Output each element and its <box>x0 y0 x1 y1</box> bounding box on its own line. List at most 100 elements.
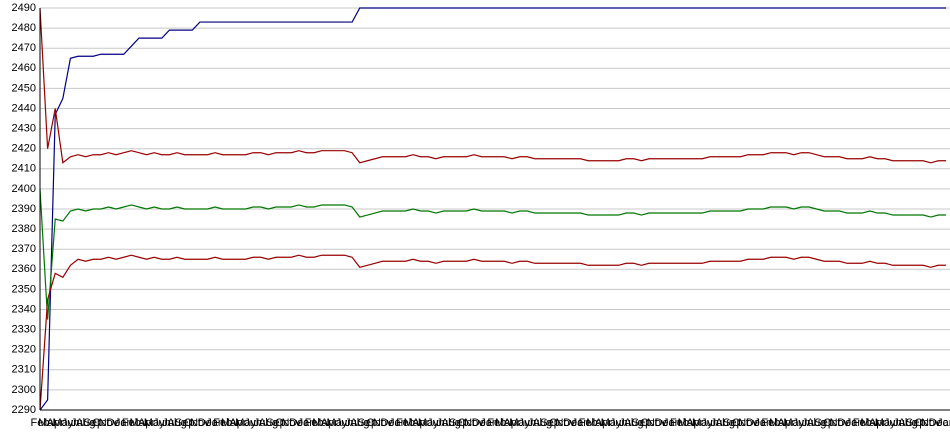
x-tick-label: Nov <box>921 417 941 429</box>
x-tick-label: Aug <box>441 417 461 429</box>
x-tick-label: Jun <box>336 417 354 429</box>
x-tick-label: Aug <box>533 417 553 429</box>
x-tick-label: May <box>692 417 713 429</box>
x-tick-label: Feb <box>213 417 232 429</box>
x-tick-label: Mar <box>586 417 605 429</box>
x-tick-label: Nov <box>647 417 667 429</box>
y-tick-label: 2480 <box>12 22 36 34</box>
x-tick-label: Jan <box>480 417 498 429</box>
x-tick-label: Sep <box>266 417 286 429</box>
x-tick-label: Mar <box>678 417 697 429</box>
x-tick-label: Mar <box>860 417 879 429</box>
y-tick-label: 2300 <box>12 384 36 396</box>
x-tick-label: Jan <box>663 417 681 429</box>
x-tick-label: Jan <box>389 417 407 429</box>
x-tick-label: Mar <box>221 417 240 429</box>
x-tick-label: Aug <box>76 417 96 429</box>
x-tick-label: Oct <box>915 417 932 429</box>
lines <box>39 7 946 411</box>
x-tick-label: Aug <box>167 417 187 429</box>
x-tick-label: Apr <box>229 417 246 429</box>
x-tick-label: Jul <box>619 417 633 429</box>
x-tick-label: Apr <box>321 417 338 429</box>
x-tick-label: Oct <box>92 417 109 429</box>
y-tick-label: 2390 <box>12 203 36 215</box>
x-tick-label: Sep <box>84 417 104 429</box>
x-tick-label: Aug <box>715 417 735 429</box>
x-tick-label: May <box>601 417 622 429</box>
x-tick-label: Mar <box>495 417 514 429</box>
x-tick-label: Nov <box>830 417 850 429</box>
x-tick-label: Dec <box>837 417 857 429</box>
x-tick-label: Jan <box>846 417 864 429</box>
x-tick-label: Mar <box>312 417 331 429</box>
y-tick-label: 2420 <box>12 143 36 155</box>
x-tick-label: Nov <box>373 417 393 429</box>
x-tick-label: Nov <box>99 417 119 429</box>
y-tick-label: 2290 <box>12 404 36 416</box>
x-tick-label: Mar <box>129 417 148 429</box>
x-tick-label: Oct <box>549 417 566 429</box>
x-tick-label: Sep <box>814 417 834 429</box>
x-tick-label: Jun <box>884 417 902 429</box>
x-tick-label: Jan <box>754 417 772 429</box>
x-tick-label: Feb <box>122 417 141 429</box>
x-tick-label: Oct <box>458 417 475 429</box>
x-tick-label: Oct <box>823 417 840 429</box>
x-tick-label: Mar <box>38 417 57 429</box>
x-tick-label: Jun <box>427 417 445 429</box>
y-tick-label: 2320 <box>12 344 36 356</box>
x-tick-label: Jul <box>345 417 359 429</box>
x-tick-label: May <box>509 417 530 429</box>
x-tick-label: Sep <box>723 417 743 429</box>
grid <box>40 7 950 411</box>
x-tick-label: Apr <box>47 417 64 429</box>
x-tick-label: May <box>783 417 804 429</box>
series-line <box>39 7 946 411</box>
x-tick-label: May <box>144 417 165 429</box>
y-tick-label: 2400 <box>12 183 36 195</box>
x-tick-label: Dec <box>380 417 400 429</box>
x-tick-label: Jul <box>254 417 268 429</box>
x-tick-label: Dec <box>198 417 218 429</box>
y-tick-label: 2340 <box>12 303 36 315</box>
series-line <box>39 188 946 320</box>
x-tick-label: Feb <box>396 417 415 429</box>
x-tick-label: May <box>52 417 73 429</box>
x-tick-label: Dec <box>563 417 583 429</box>
x-tick-label: Apr <box>595 417 612 429</box>
x-tick-label: Mar <box>769 417 788 429</box>
x-tick-label: Jul <box>162 417 176 429</box>
x-tick-label: Nov <box>464 417 484 429</box>
y-tick-label: 2410 <box>12 163 36 175</box>
x-tick-label: Apr <box>778 417 795 429</box>
x-tick-label: Jun <box>610 417 628 429</box>
y-tick-label: 2310 <box>12 364 36 376</box>
x-tick-label: Mar <box>404 417 423 429</box>
x-tick-label: Jul <box>436 417 450 429</box>
x-tick-label: Aug <box>898 417 918 429</box>
x-tick-label: May <box>875 417 896 429</box>
x-tick-label: Jul <box>71 417 85 429</box>
x-tick-label: Jun <box>62 417 80 429</box>
x-tick-label: Aug <box>807 417 827 429</box>
x-tick-label: Jun <box>792 417 810 429</box>
x-tick-label: Apr <box>869 417 886 429</box>
x-tick-label: Feb <box>761 417 780 429</box>
y-tick-label: 2350 <box>12 283 36 295</box>
labels: 2290 2300 2310 2320 2330 2340 2350 2360 2370 2380… <box>12 2 950 429</box>
x-tick-label: Apr <box>686 417 703 429</box>
x-tick-label: Jan <box>206 417 224 429</box>
x-tick-label: Feb <box>487 417 506 429</box>
x-tick-label: Nov <box>281 417 301 429</box>
x-tick-label: Feb <box>31 417 50 429</box>
y-tick-label: 2380 <box>12 223 36 235</box>
x-tick-label: Oct <box>366 417 383 429</box>
y-tick-label: 2490 <box>12 2 36 14</box>
x-tick-label: Feb <box>670 417 689 429</box>
x-tick-label: Jan <box>937 417 950 429</box>
x-tick-label: Jun <box>701 417 719 429</box>
x-tick-label: Jan <box>115 417 133 429</box>
x-tick-label: Sep <box>449 417 469 429</box>
y-tick-label: 2470 <box>12 42 36 54</box>
